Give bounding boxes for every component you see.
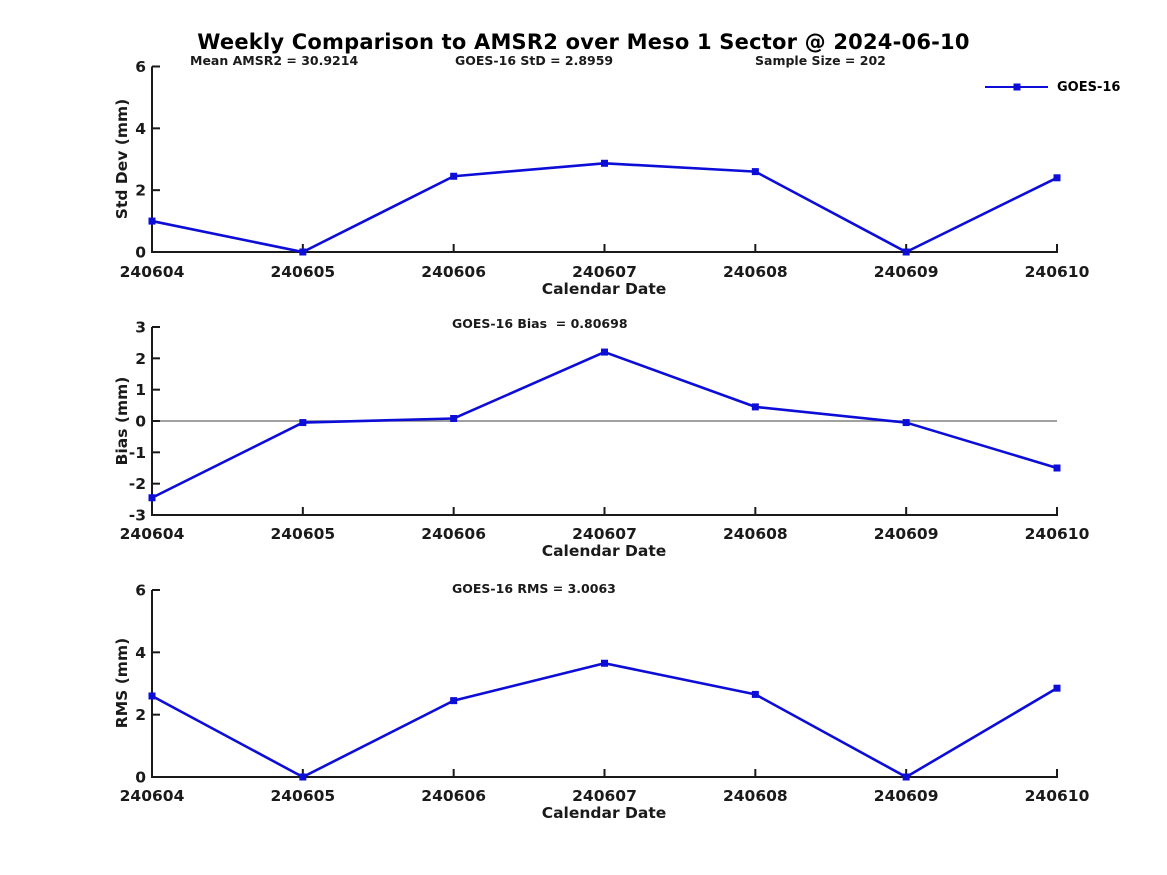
annotation-sample-size: Sample Size = 202 — [755, 53, 886, 68]
x-tick-label: 240606 — [421, 787, 486, 805]
x-tick-label: 240609 — [874, 263, 939, 281]
data-point-marker — [299, 248, 307, 256]
legend-label: GOES-16 — [1057, 79, 1121, 95]
xlabel-calendar-date-3: Calendar Date — [541, 804, 667, 822]
x-tick-label: 240609 — [874, 787, 939, 805]
data-point-marker — [148, 494, 156, 502]
annotation-mean-amsr2: Mean AMSR2 = 30.9214 — [190, 53, 359, 68]
x-tick-label: 240610 — [1025, 525, 1090, 543]
ylabel-std-dev: Std Dev (mm) — [113, 98, 131, 220]
legend-line-sample — [985, 83, 1048, 91]
annotation-goes16-rms: GOES-16 RMS = 3.0063 — [452, 581, 616, 596]
x-tick-label: 240608 — [723, 525, 788, 543]
x-tick-label: 240604 — [120, 525, 185, 543]
data-point-marker — [601, 659, 608, 667]
x-tick-label: 240605 — [270, 787, 335, 805]
x-tick-label: 240605 — [270, 525, 335, 543]
figure-title: Weekly Comparison to AMSR2 over Meso 1 S… — [197, 30, 970, 54]
data-point-marker — [148, 692, 156, 700]
x-tick-label: 240610 — [1025, 787, 1090, 805]
data-point-marker — [902, 419, 910, 427]
x-tick-label: 240607 — [572, 787, 637, 805]
y-tick-label: -2 — [129, 475, 146, 493]
data-point-marker — [601, 159, 608, 167]
x-tick-label: 240607 — [572, 525, 637, 543]
x-tick-label: 240606 — [421, 525, 486, 543]
y-tick-label: 2 — [135, 182, 146, 200]
data-point-marker — [450, 172, 458, 180]
data-point-marker — [601, 348, 608, 356]
xlabel-calendar-date-2: Calendar Date — [541, 542, 667, 560]
series-line-goes-16 — [150, 661, 1059, 779]
subplot-bias: -3 -2 -1 0 1 2 3 240604 240605 240606 240607 240608… — [120, 319, 1090, 544]
y-tick-label: 1 — [135, 381, 146, 399]
y-tick-label: -1 — [129, 444, 146, 462]
data-point-marker — [751, 690, 759, 698]
data-point-marker — [902, 773, 910, 781]
y-tick-label: 2 — [135, 706, 146, 724]
x-tick-label: 240606 — [421, 263, 486, 281]
y-tick-label: 0 — [135, 244, 146, 262]
series-line-goes-16 — [150, 350, 1059, 500]
data-point-marker — [450, 697, 458, 705]
subplot-std-dev: 0 2 4 6 240604 240605 240606 240607 240608 240609… — [120, 58, 1090, 281]
ylabel-rms: RMS (mm) — [113, 637, 131, 729]
x-tick-label: 240604 — [120, 787, 185, 805]
data-point-marker — [1053, 464, 1061, 472]
y-tick-label: -3 — [129, 507, 146, 525]
y-tick-label: 0 — [135, 769, 146, 787]
data-point-marker — [450, 414, 458, 422]
legend-square-marker-icon — [1013, 83, 1020, 91]
annotation-goes16-std: GOES-16 StD = 2.8959 — [455, 53, 614, 68]
x-tick-label: 240607 — [572, 263, 637, 281]
x-tick-label: 240609 — [874, 525, 939, 543]
xlabel-calendar-date-1: Calendar Date — [541, 280, 667, 298]
y-tick-label: 6 — [135, 58, 146, 76]
data-point-marker — [902, 248, 910, 256]
x-tick-label: 240610 — [1025, 263, 1090, 281]
data-point-marker — [751, 403, 759, 411]
y-tick-label: 2 — [135, 350, 146, 368]
x-tick-label: 240608 — [723, 263, 788, 281]
x-tick-label: 240604 — [120, 263, 185, 281]
data-point-marker — [1053, 684, 1061, 692]
y-tick-label: 4 — [135, 120, 146, 138]
subplot-rms: 0 2 4 6 240604 240605 240606 240607 240608 240609… — [120, 582, 1090, 806]
legend: GOES-16 — [985, 79, 1120, 95]
data-point-marker — [299, 773, 307, 781]
annotation-goes16-bias: GOES-16 Bias = 0.80698 — [452, 316, 628, 331]
y-tick-label: 6 — [135, 582, 146, 600]
x-tick-label: 240605 — [270, 263, 335, 281]
y-tick-label: 3 — [135, 319, 146, 337]
data-point-marker — [148, 217, 156, 225]
y-tick-label: 4 — [135, 644, 146, 662]
series-line-goes-16 — [150, 161, 1059, 254]
ylabel-bias: Bias (mm) — [113, 376, 131, 466]
x-tick-label: 240608 — [723, 787, 788, 805]
y-tick-label: 0 — [135, 413, 146, 431]
data-point-marker — [751, 168, 759, 176]
data-point-marker — [299, 419, 307, 427]
data-point-marker — [1053, 174, 1061, 182]
